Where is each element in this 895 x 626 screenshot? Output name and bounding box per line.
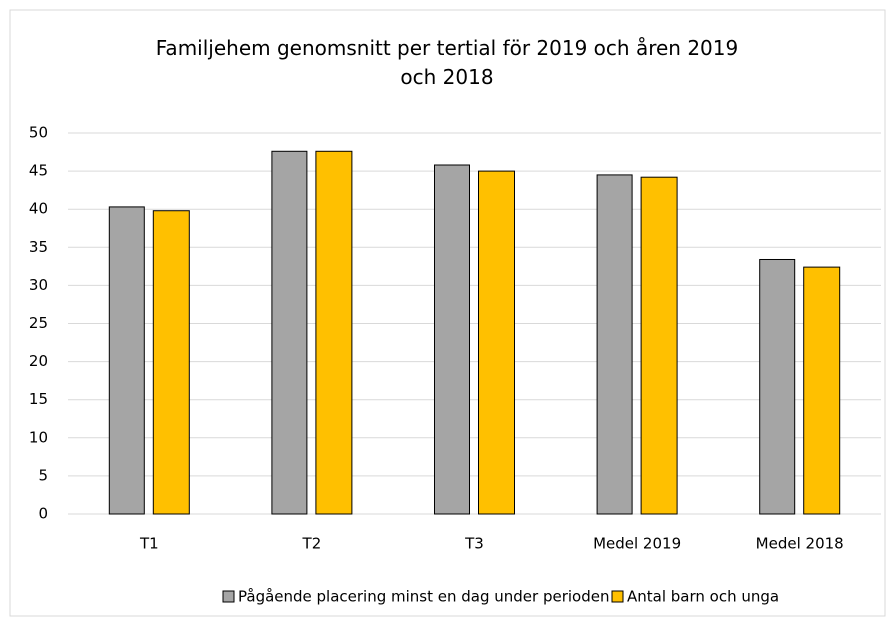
bar <box>152 210 190 515</box>
bar <box>596 174 633 515</box>
y-tick-label: 5 <box>38 466 48 484</box>
legend-label: Antal barn och unga <box>627 588 779 606</box>
y-tick-label: 0 <box>38 505 48 523</box>
bar <box>803 266 841 515</box>
y-tick-label: 40 <box>29 200 48 218</box>
bar <box>478 170 515 515</box>
y-tick-label: 25 <box>29 314 48 332</box>
y-tick-label: 20 <box>29 352 48 370</box>
x-tick-label: T3 <box>464 535 484 553</box>
chart-title: Familjehem genomsnitt per tertial för 20… <box>155 36 739 89</box>
bar <box>640 176 678 515</box>
bar <box>271 150 308 515</box>
y-tick-label: 10 <box>29 428 48 446</box>
bar <box>108 206 145 515</box>
y-tick-label: 15 <box>29 390 48 408</box>
legend-label: Pågående placering minst en dag under pe… <box>238 588 610 606</box>
x-tick-label: T1 <box>139 535 159 553</box>
y-tick-label: 30 <box>29 276 48 294</box>
bar <box>434 164 470 515</box>
y-tick-label: 35 <box>29 238 48 256</box>
y-tick-label: 50 <box>29 124 48 142</box>
legend-swatch <box>222 590 235 603</box>
x-tick-label: Medel 2018 <box>756 535 844 553</box>
bar <box>759 258 796 515</box>
bar <box>315 150 353 515</box>
x-tick-label: T2 <box>302 535 322 553</box>
y-tick-label: 45 <box>29 162 48 180</box>
x-tick-label: Medel 2019 <box>593 535 681 553</box>
legend-swatch <box>611 590 624 603</box>
